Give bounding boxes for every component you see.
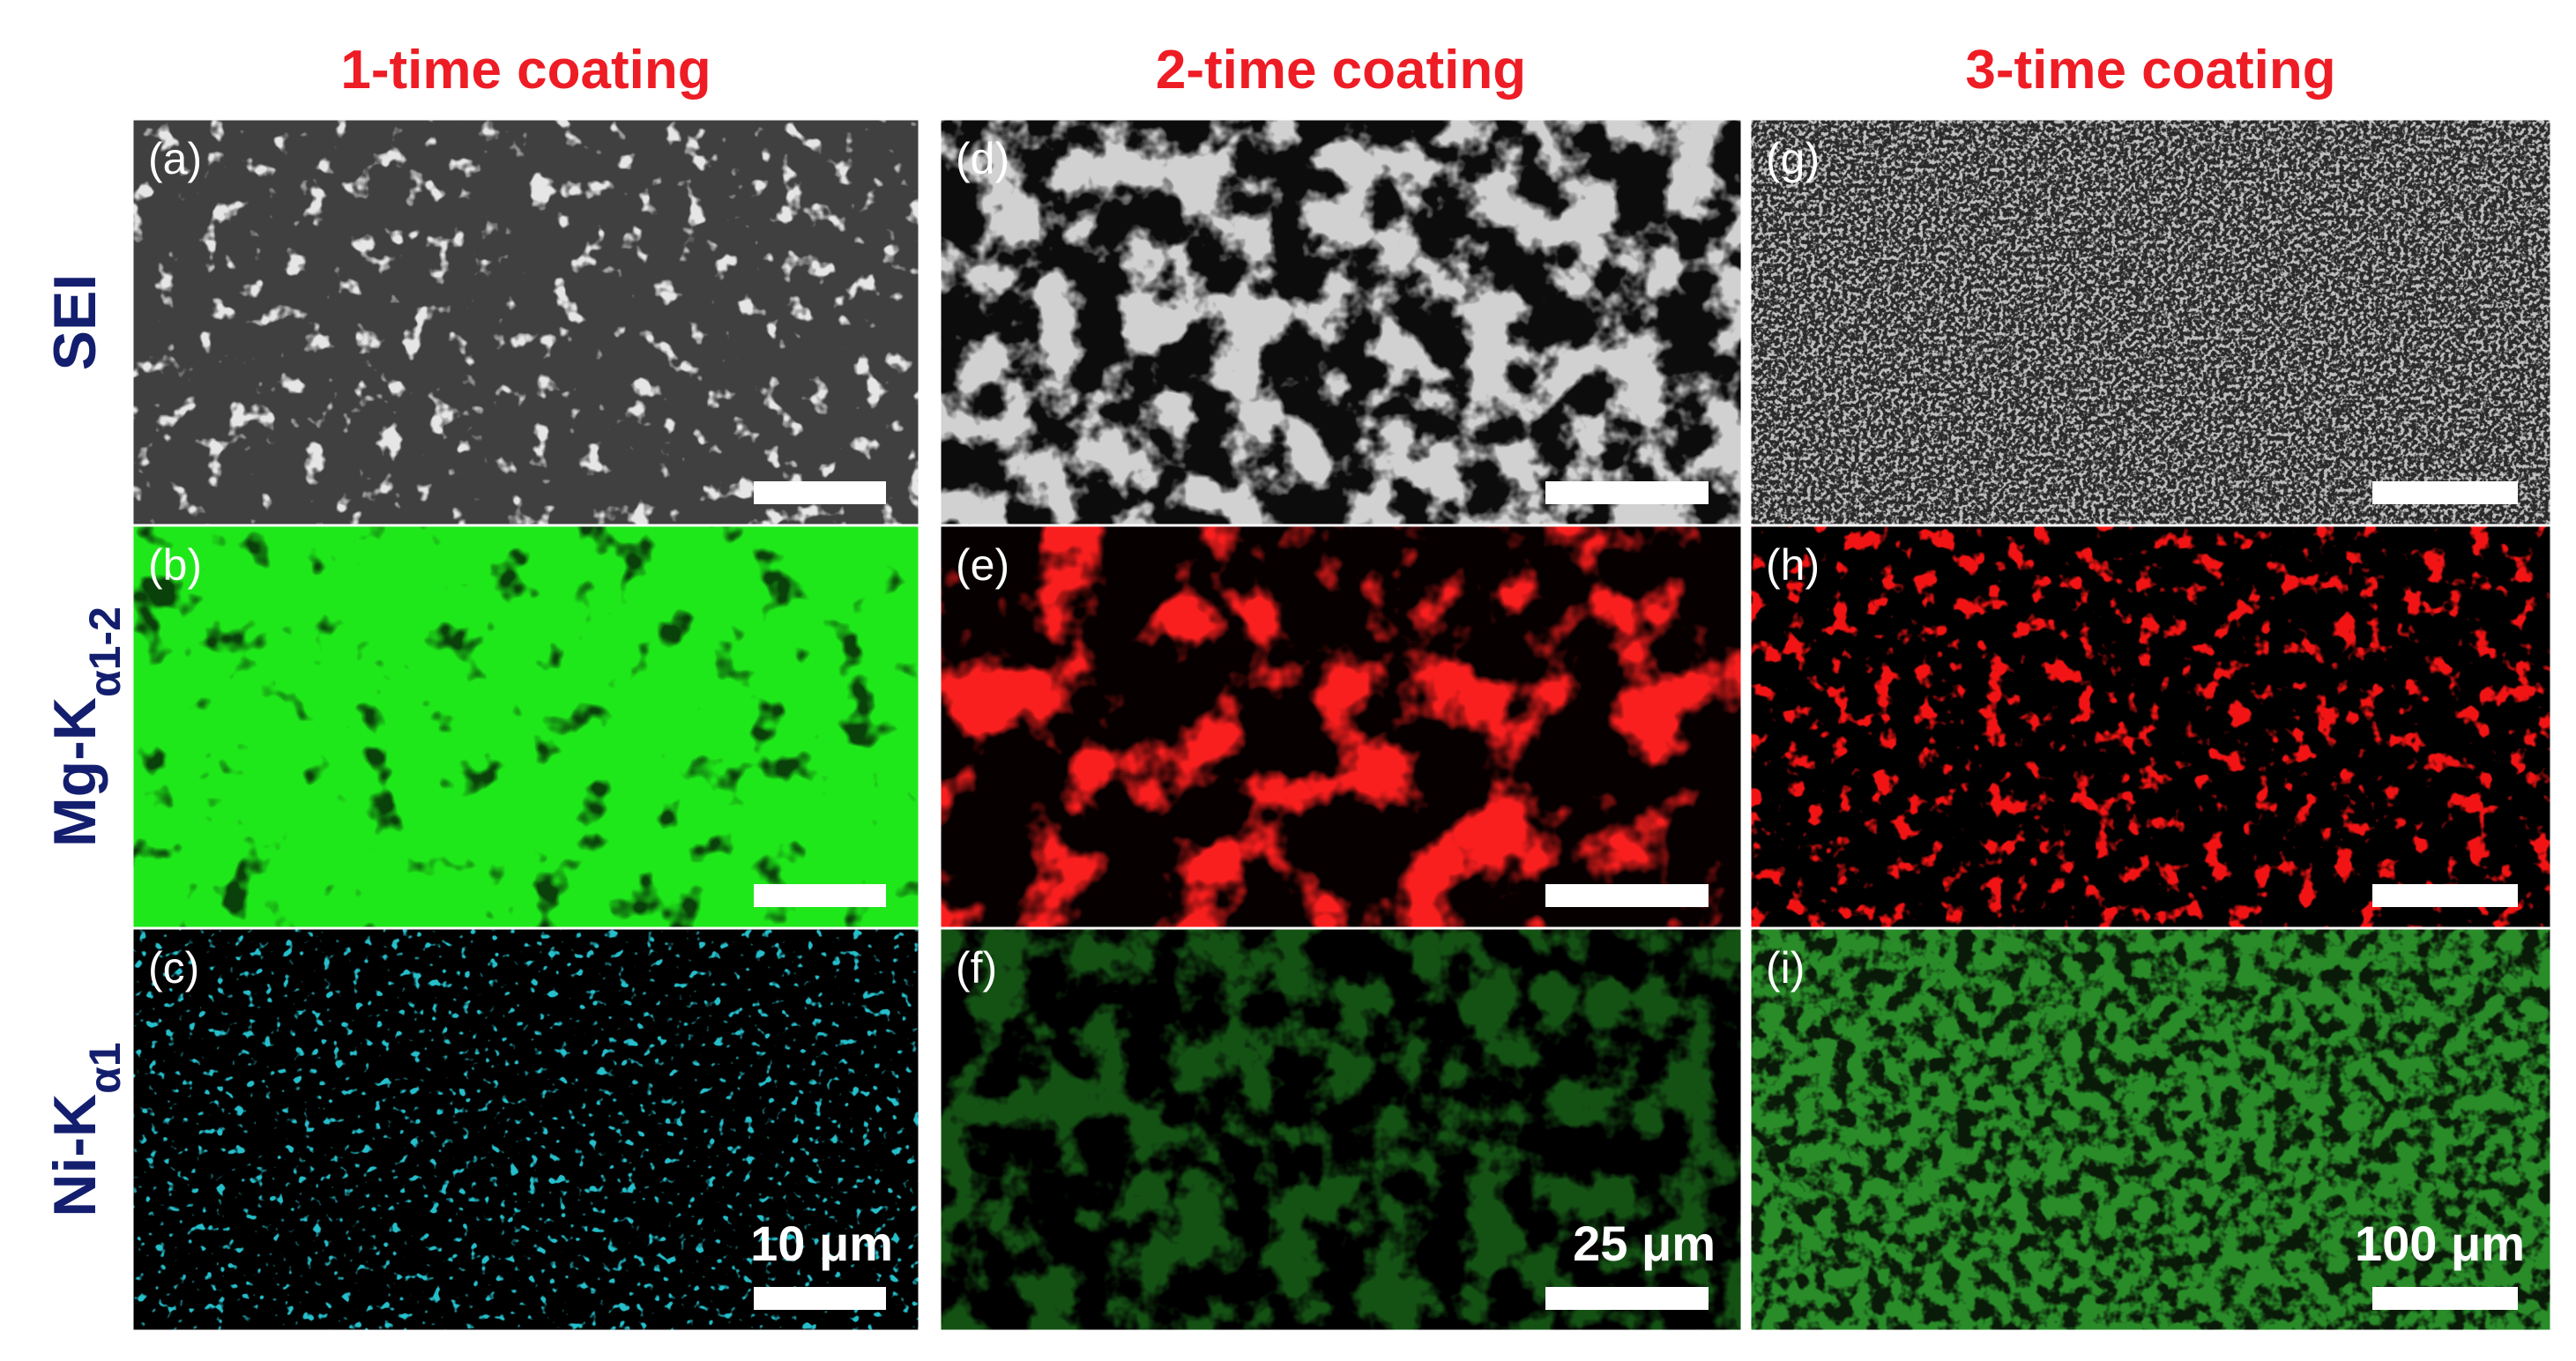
- panel-label: (c): [148, 943, 199, 993]
- scale-bar-label: 100 μm: [2355, 1216, 2525, 1271]
- micrograph-texture: [132, 928, 919, 1331]
- scale-bar: [2372, 884, 2518, 907]
- micrograph-texture: [132, 525, 919, 928]
- column-title: 2-time coating: [1156, 40, 1526, 100]
- panel-label: (e): [956, 540, 1009, 590]
- column-title: 1-time coating: [340, 40, 711, 100]
- column-title: 3-time coating: [1965, 40, 2335, 100]
- panel-label: (g): [1766, 134, 1820, 183]
- panel-label: (i): [1766, 943, 1805, 993]
- panel-label: (d): [956, 134, 1009, 183]
- micrograph-texture: [940, 928, 1742, 1331]
- micrograph-texture: [1750, 119, 2551, 525]
- row-label-main: Ni-K: [41, 1094, 108, 1217]
- scale-bar: [754, 884, 886, 907]
- panel-label: (f): [956, 943, 997, 993]
- panel-border: [938, 926, 1744, 1333]
- micrograph-texture: [132, 119, 919, 525]
- row-label: SEI: [41, 274, 108, 371]
- row-label: Ni-Kα1: [41, 1042, 130, 1216]
- scale-bar: [1545, 884, 1709, 907]
- row-label-subscript: α1: [80, 1042, 130, 1094]
- micrograph-texture: [1750, 928, 2551, 1331]
- scale-bar: [1545, 481, 1709, 504]
- scale-bar: [754, 481, 886, 504]
- panel-label: (b): [148, 540, 202, 590]
- scale-bar-label: 10 μm: [750, 1216, 893, 1271]
- panel-border: [130, 926, 921, 1333]
- row-label-main: SEI: [41, 274, 108, 371]
- micrograph-texture: [1750, 525, 2551, 928]
- row-label-main: Mg-K: [41, 697, 108, 847]
- panel-label: (h): [1766, 540, 1820, 590]
- row-label-subscript: α1-2: [80, 606, 130, 697]
- micrograph-texture: [940, 525, 1742, 928]
- scale-bar: [754, 1287, 886, 1310]
- row-label: Mg-Kα1-2: [41, 606, 130, 847]
- panel-border: [1748, 926, 2553, 1333]
- scale-bar: [1545, 1287, 1709, 1310]
- scale-bar: [2372, 1287, 2518, 1310]
- scale-bar-label: 25 μm: [1573, 1216, 1716, 1271]
- micrograph-texture: [940, 119, 1742, 525]
- scale-bar: [2372, 481, 2518, 504]
- panel-label: (a): [148, 134, 202, 183]
